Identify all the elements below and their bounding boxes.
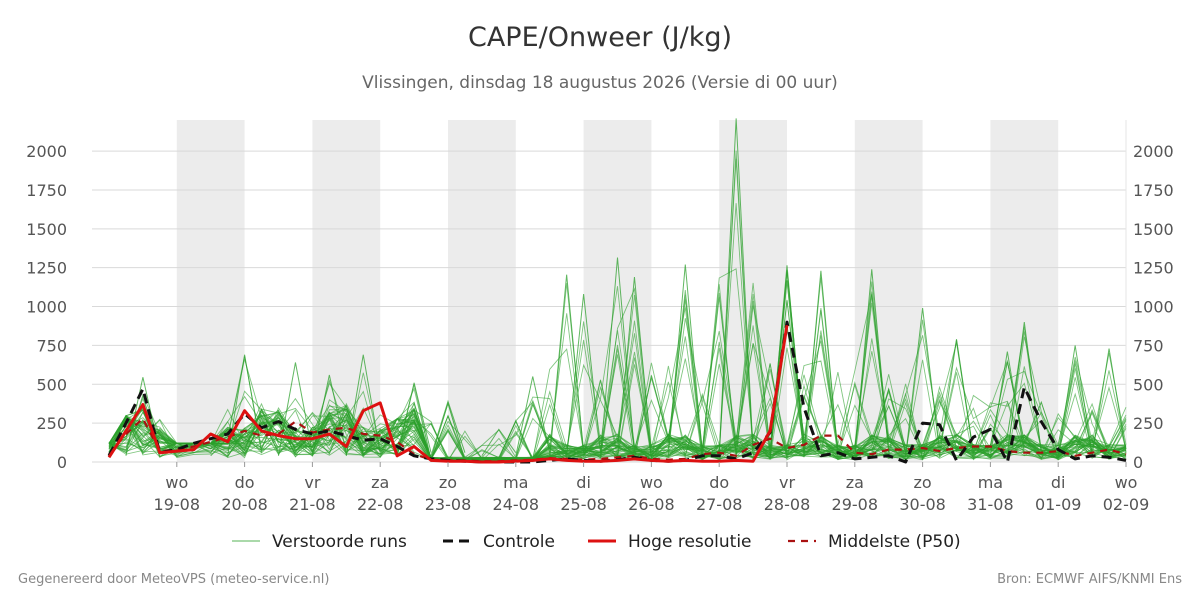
x-tick-date-26-08: 26-08 xyxy=(628,495,675,514)
x-tick-labels: wo 19-08 do 20-08 vr 21-08 za 22-08 zo 23-08 ma 24-… xyxy=(154,462,1150,514)
x-tick-date-01-09: 01-09 xyxy=(1035,495,1082,514)
y-tick-right-500: 500 xyxy=(1133,375,1164,394)
ensemble-peak-6 xyxy=(396,382,432,456)
y-tick-right-1750: 1750 xyxy=(1133,181,1174,200)
y-tick-right-1000: 1000 xyxy=(1133,298,1174,317)
legend-label-1: Controle xyxy=(483,532,555,552)
x-tick-date-21-08: 21-08 xyxy=(289,495,336,514)
x-tick-date-19-08: 19-08 xyxy=(154,495,201,514)
ensemble-peak-9 xyxy=(515,376,551,456)
ensemble-peak-21 xyxy=(989,351,1025,456)
x-tick-day-01-09: di xyxy=(1051,473,1066,492)
y-tick-left-500: 500 xyxy=(36,375,67,394)
shaded-band-6 xyxy=(990,120,1059,462)
ensemble-peak-17 xyxy=(803,270,839,456)
x-tick-date-29-08: 29-08 xyxy=(832,495,879,514)
main-series xyxy=(107,320,1127,464)
shaded-band-2 xyxy=(448,120,516,462)
shaded-band-5 xyxy=(854,120,923,462)
x-tick-day-31-08: ma xyxy=(978,473,1003,492)
x-tick-day-19-08: wo xyxy=(165,473,188,492)
x-tick-day-20-08: do xyxy=(235,473,255,492)
x-tick-day-22-08: za xyxy=(371,473,389,492)
ensemble-run-12 xyxy=(108,287,1127,462)
series-middelste-p50- xyxy=(108,417,1127,463)
x-tick-day-02-09: wo xyxy=(1115,473,1138,492)
ensemble-peak-1 xyxy=(210,438,245,457)
ensemble-peak-5 xyxy=(345,354,381,456)
weekend-bands xyxy=(176,120,1059,462)
x-tick-date-24-08: 24-08 xyxy=(493,495,540,514)
ensemble-peak-12 xyxy=(600,257,635,456)
ensemble-peak-2 xyxy=(227,354,263,456)
chart-subtitle: Vlissingen, dinsdag 18 augustus 2026 (Ve… xyxy=(362,73,838,93)
ensemble-peak-4 xyxy=(311,374,347,456)
x-tick-day-21-08: vr xyxy=(304,473,320,492)
footer-credit: Gegenereerd door MeteoVPS (meteo-service… xyxy=(18,572,330,587)
ensemble-peak-7 xyxy=(430,399,466,456)
x-tick-day-23-08: zo xyxy=(439,473,457,492)
x-tick-day-27-08: do xyxy=(709,473,729,492)
y-tick-right-2000: 2000 xyxy=(1133,142,1174,161)
ensemble-peak-3 xyxy=(278,362,313,456)
ensemble-peak-10 xyxy=(549,274,585,456)
ensemble-peak-18 xyxy=(854,269,890,456)
y-tick-right-250: 250 xyxy=(1133,414,1164,433)
x-tick-date-27-08: 27-08 xyxy=(696,495,743,514)
ensemble-run-45 xyxy=(108,286,1127,461)
x-tick-day-29-08: za xyxy=(846,473,864,492)
x-tick-date-22-08: 22-08 xyxy=(357,495,404,514)
x-tick-date-31-08: 31-08 xyxy=(967,495,1014,514)
chart-title: CAPE/Onweer (J/kg) xyxy=(467,22,732,53)
ensemble-peak-15 xyxy=(718,118,754,456)
x-tick-day-24-08: ma xyxy=(503,473,528,492)
ensemble-runs xyxy=(108,118,1127,463)
x-tick-date-30-08: 30-08 xyxy=(899,495,946,514)
y-tick-labels-right: 0 250 500 750 1000 1250 1500 1750 2000 xyxy=(1133,142,1174,472)
y-tick-left-750: 750 xyxy=(36,336,67,355)
y-tick-left-1500: 1500 xyxy=(26,220,67,239)
x-tick-day-26-08: wo xyxy=(640,473,663,492)
y-tick-left-1750: 1750 xyxy=(26,181,67,200)
x-tick-date-02-09: 02-09 xyxy=(1103,495,1150,514)
ensemble-peak-19 xyxy=(905,308,941,456)
ensemble-peak-23 xyxy=(1057,345,1093,456)
ensemble-peak-20 xyxy=(939,339,974,456)
shaded-band-0 xyxy=(176,120,245,462)
ensemble-peak-8 xyxy=(481,428,517,457)
x-tick-date-28-08: 28-08 xyxy=(764,495,811,514)
legend-label-0: Verstoorde runs xyxy=(272,532,407,552)
y-tick-right-1250: 1250 xyxy=(1133,259,1174,278)
legend-label-2: Hoge resolutie xyxy=(628,532,752,552)
y-tick-left-2000: 2000 xyxy=(26,142,67,161)
y-tick-left-0: 0 xyxy=(57,453,67,472)
ensemble-peak-13 xyxy=(617,276,652,456)
ensemble-peak-14 xyxy=(667,264,703,456)
y-tick-labels-left: 0 250 500 750 1000 1250 1500 1750 2000 xyxy=(26,142,67,472)
legend-label-3: Middelste (P50) xyxy=(828,532,961,552)
x-tick-day-30-08: zo xyxy=(914,473,932,492)
x-tick-date-25-08: 25-08 xyxy=(560,495,607,514)
y-tick-left-1000: 1000 xyxy=(26,298,67,317)
x-tick-day-28-08: vr xyxy=(779,473,795,492)
x-tick-day-25-08: di xyxy=(576,473,591,492)
y-tick-right-750: 750 xyxy=(1133,336,1164,355)
ensemble-peak-24 xyxy=(1091,348,1127,456)
y-tick-right-1500: 1500 xyxy=(1133,220,1174,239)
y-tick-left-250: 250 xyxy=(36,414,67,433)
legend: Verstoorde runs Controle Hoge resolutie Mid… xyxy=(232,532,961,552)
y-tick-right-0: 0 xyxy=(1133,453,1143,472)
x-tick-date-23-08: 23-08 xyxy=(425,495,472,514)
x-tick-date-20-08: 20-08 xyxy=(221,495,268,514)
ensemble-run-47 xyxy=(108,281,1127,462)
ensemble-peak-11 xyxy=(566,294,602,456)
footer-source: Bron: ECMWF AIFS/KNMI Ens xyxy=(997,572,1182,587)
series-hoge-resolutie xyxy=(107,324,789,464)
y-tick-left-1250: 1250 xyxy=(26,259,67,278)
